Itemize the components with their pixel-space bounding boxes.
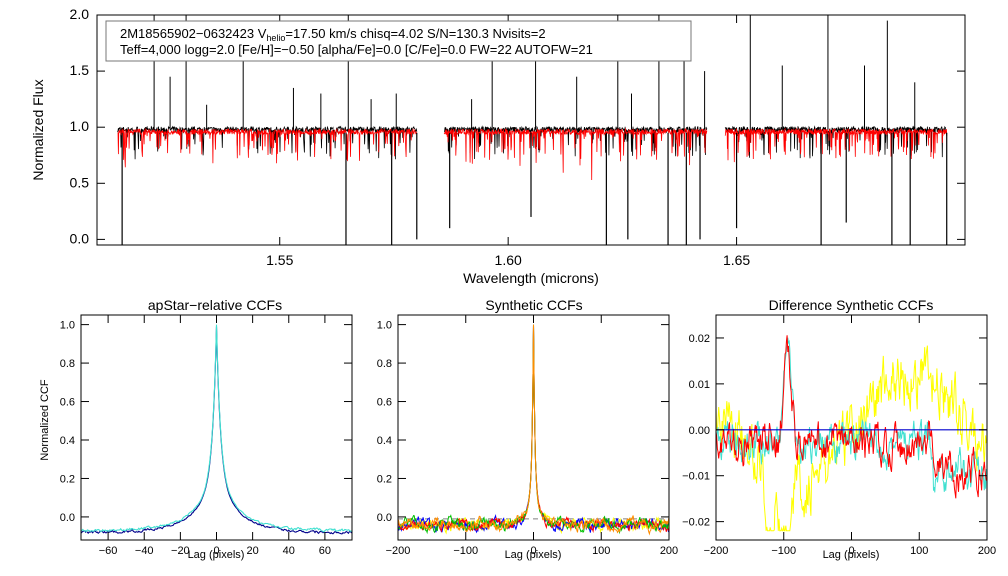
ccf-apstar-series bbox=[80, 324, 353, 535]
ccf-synthetic-panel: Synthetic CCFs −200 −100 0 100 200 0.0 0.2 0.4 0… bbox=[377, 297, 678, 561]
spectrum-panel: 1.55 1.60 1.65 0.0 0.5 1.0 1.5 2.0 2M18565902−0… bbox=[30, 6, 966, 286]
ccf-difference-panel: Difference Synthetic CCFs −200 −100 0 100 20… bbox=[682, 297, 996, 561]
spectrum-ticks: 1.55 1.60 1.65 0.0 0.5 1.0 1.5 2.0 bbox=[70, 6, 965, 268]
x-tick-label: 60 bbox=[319, 545, 331, 557]
x-tick-label: −100 bbox=[453, 545, 478, 557]
x-tick-label: 1.65 bbox=[723, 252, 750, 268]
ccf-apstar-xlabel: Lag (pixels) bbox=[188, 549, 245, 561]
x-tick-label: 1.55 bbox=[266, 252, 293, 268]
spectrum-ylabel: Normalized Flux bbox=[30, 79, 46, 180]
ccf-synthetic-title: Synthetic CCFs bbox=[485, 297, 582, 313]
x-tick-label: 1.60 bbox=[495, 252, 522, 268]
y-tick-label: 0.6 bbox=[60, 397, 75, 409]
y-tick-label: 0.5 bbox=[70, 174, 90, 190]
ccf-apstar-panel: apStar−relative CCFs −60 −40 −20 0 20 40 60 0.0… bbox=[39, 297, 353, 561]
ccf-apstar-frame bbox=[80, 314, 353, 541]
y-tick-label: −0.01 bbox=[682, 471, 710, 483]
y-tick-label: 0.0 bbox=[70, 230, 90, 246]
x-tick-label: 200 bbox=[660, 545, 678, 557]
y-tick-label: 0.01 bbox=[689, 379, 710, 391]
y-tick-label: 1.0 bbox=[377, 320, 392, 332]
ccf-synthetic-line-orange bbox=[397, 324, 670, 536]
x-tick-label: −100 bbox=[771, 545, 796, 557]
ccf-difference-line-red bbox=[715, 335, 988, 499]
x-tick-label: 0 bbox=[848, 545, 854, 557]
x-tick-label: −20 bbox=[171, 545, 190, 557]
y-tick-label: 2.0 bbox=[70, 6, 90, 22]
y-tick-label: 1.0 bbox=[60, 320, 75, 332]
ccf-difference-line-cyan bbox=[715, 337, 988, 493]
ccf-apstar-line-0 bbox=[80, 326, 353, 535]
spectrum-xlabel: Wavelength (microns) bbox=[463, 270, 599, 286]
ccf-difference-ticks: −200 −100 0 100 200 −0.02 −0.01 0.00 0.01 0.02 bbox=[682, 315, 996, 557]
x-tick-label: 20 bbox=[247, 545, 259, 557]
x-tick-label: 0 bbox=[530, 545, 536, 557]
ccf-difference-series bbox=[715, 335, 988, 532]
x-tick-label: −40 bbox=[135, 545, 154, 557]
spectrum-frame bbox=[96, 14, 966, 246]
x-tick-label: 100 bbox=[910, 545, 928, 557]
ccf-apstar-title: apStar−relative CCFs bbox=[148, 297, 282, 313]
y-tick-label: 0.02 bbox=[689, 333, 710, 345]
x-tick-label: −200 bbox=[704, 545, 729, 557]
spectrum-line-model bbox=[117, 127, 948, 181]
ccf-difference-title: Difference Synthetic CCFs bbox=[769, 297, 934, 313]
ccf-apstar-ticks: −60 −40 −20 0 20 40 60 0.0 0.2 0.4 0.6 0.8 1.0 bbox=[60, 315, 352, 557]
y-tick-label: 0.8 bbox=[377, 358, 392, 370]
y-tick-label: 0.2 bbox=[60, 473, 75, 485]
x-tick-label: −60 bbox=[99, 545, 118, 557]
ccf-synthetic-series bbox=[397, 324, 670, 536]
y-tick-label: −0.02 bbox=[682, 517, 710, 529]
info-line-2: Teff=4,000 logg=2.0 [Fe/H]=−0.50 [alpha/… bbox=[120, 42, 593, 57]
y-tick-label: 1.0 bbox=[70, 118, 90, 134]
y-tick-label: 0.4 bbox=[60, 435, 75, 447]
ccf-synthetic-ticks: −200 −100 0 100 200 0.0 0.2 0.4 0.6 0.8 1.0 bbox=[377, 315, 678, 557]
y-tick-label: 0.0 bbox=[60, 512, 75, 524]
x-tick-label: 40 bbox=[283, 545, 295, 557]
y-tick-label: 0.8 bbox=[60, 358, 75, 370]
x-tick-label: 200 bbox=[978, 545, 996, 557]
y-tick-label: 1.5 bbox=[70, 62, 90, 78]
y-tick-label: 0.4 bbox=[377, 435, 392, 447]
info-box bbox=[105, 20, 692, 62]
ccf-apstar-ylabel: Normalized CCF bbox=[39, 379, 51, 461]
ccf-difference-xlabel: Lag (pixels) bbox=[823, 549, 880, 561]
y-tick-label: 0.2 bbox=[377, 473, 392, 485]
y-tick-label: 0.0 bbox=[377, 512, 392, 524]
x-tick-label: 0 bbox=[213, 545, 219, 557]
y-tick-label: 0.00 bbox=[689, 425, 710, 437]
x-tick-label: −200 bbox=[386, 545, 411, 557]
ccf-apstar-line-1 bbox=[80, 324, 353, 533]
ccf-difference-line-yellow bbox=[715, 345, 988, 532]
ccf-synthetic-xlabel: Lag (pixels) bbox=[505, 549, 562, 561]
x-tick-label: 100 bbox=[592, 545, 610, 557]
y-tick-label: 0.6 bbox=[377, 397, 392, 409]
info-line-1: 2M18565902−0632423 Vhelio=17.50 km/s chi… bbox=[120, 26, 546, 43]
